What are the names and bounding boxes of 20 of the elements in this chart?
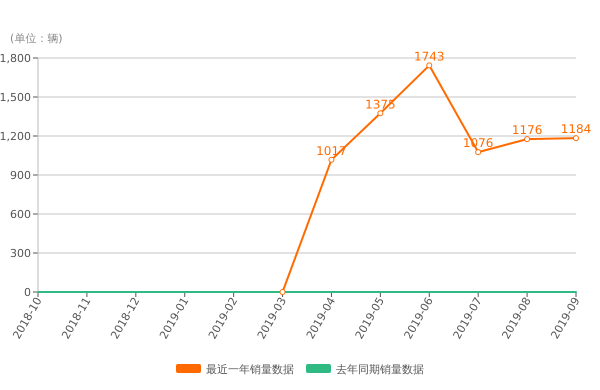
- y-tick-label: 600: [10, 208, 31, 221]
- y-tick-label: 1,200: [0, 130, 31, 143]
- point: [377, 110, 384, 116]
- point: [426, 62, 432, 68]
- y-tick-label: 1,800: [0, 52, 31, 65]
- y-axis-title: (单位：辆): [10, 32, 63, 45]
- y-tick-label: 1,500: [0, 91, 31, 104]
- data-label: 1176: [512, 123, 542, 138]
- point: [328, 156, 334, 163]
- data-label: 1743: [414, 49, 445, 64]
- legend-label: 最近一年销量数据: [206, 363, 294, 376]
- data-label: 1184: [560, 122, 592, 136]
- y-tick-label: 0: [24, 286, 31, 299]
- point: [524, 136, 530, 142]
- point: [280, 289, 286, 295]
- point: [475, 149, 482, 156]
- point: [573, 135, 579, 142]
- y-tick-label: 900: [10, 169, 31, 182]
- legend-label: 去年同期销量数据: [336, 363, 424, 376]
- y-tick-label: 300: [10, 247, 31, 260]
